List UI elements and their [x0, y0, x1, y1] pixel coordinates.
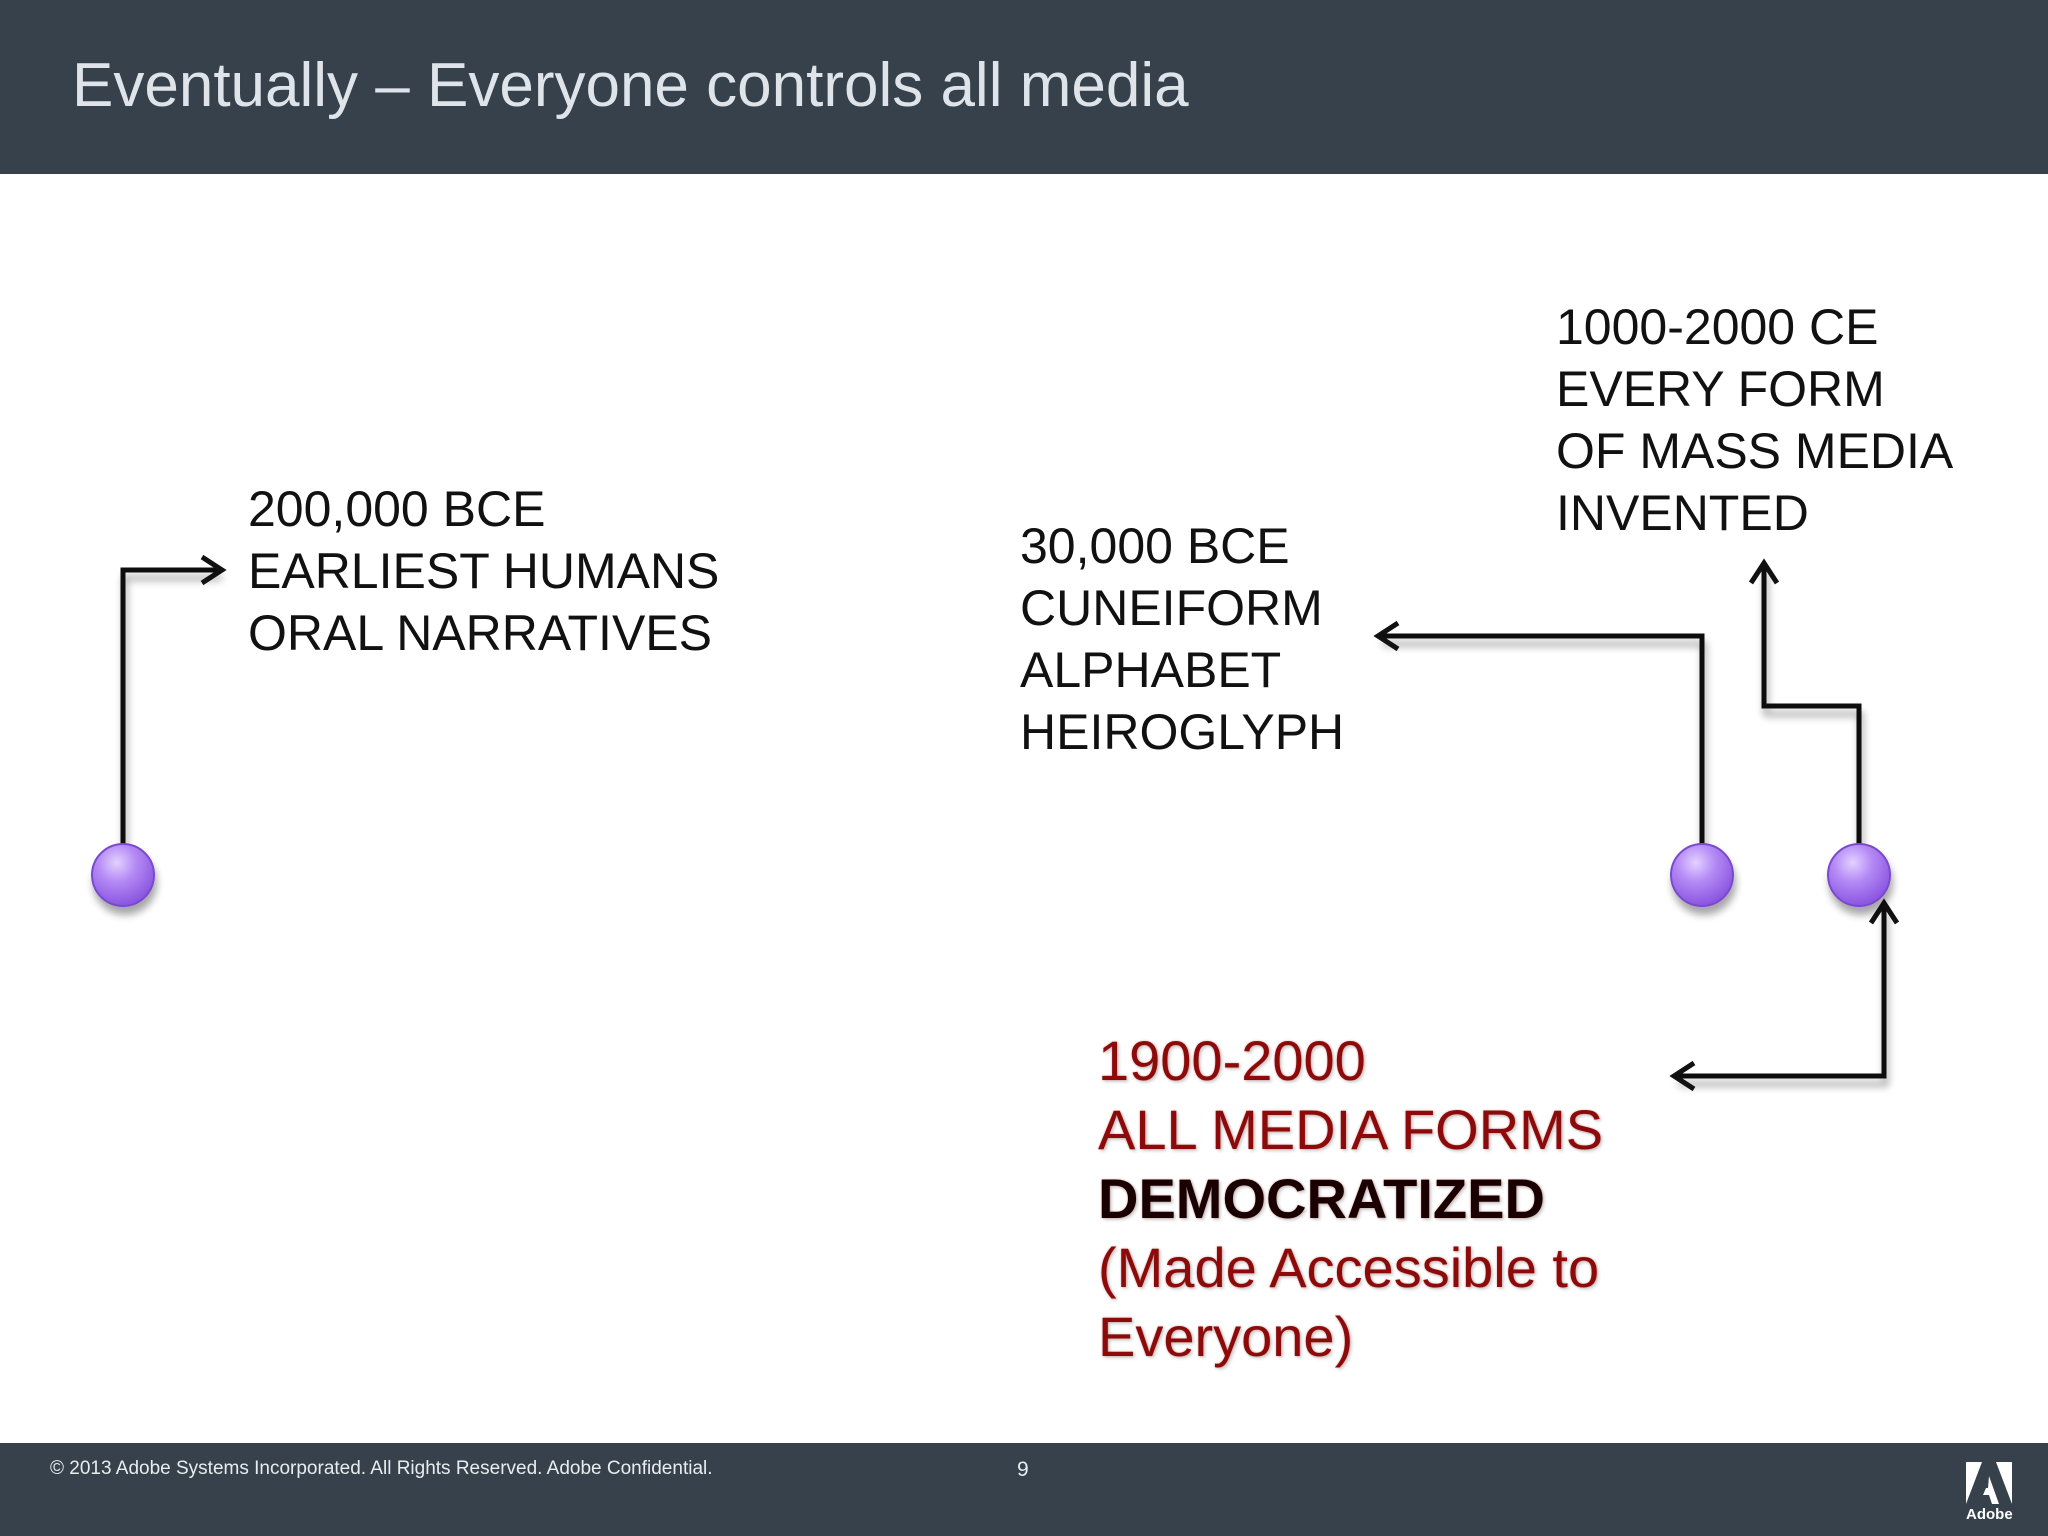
connector-mass-media [1761, 565, 1862, 845]
adobe-logo-text: Adobe [1966, 1506, 2013, 1523]
event-label-earliest-humans: 200,000 BCE EARLIEST HUMANS ORAL NARRATI… [248, 478, 719, 664]
connector-earliest-humans [120, 567, 220, 845]
adobe-logo-icon [1966, 1462, 2012, 1504]
event-line: (Made Accessible to [1098, 1236, 1600, 1299]
event-line: ORAL NARRATIVES [248, 605, 712, 661]
event-line: EVERY FORM [1556, 361, 1885, 417]
event-line: 30,000 BCE [1020, 518, 1290, 574]
event-line: Everyone) [1098, 1305, 1354, 1368]
event-line: 1900-2000 [1098, 1029, 1366, 1092]
timeline-node-200000-bce [91, 843, 155, 907]
timeline-node-modern [1827, 843, 1891, 907]
event-line: HEIROGLYPH [1020, 704, 1345, 760]
event-line-emphasis: DEMOCRATIZED [1098, 1167, 1545, 1230]
timeline-node-30000-bce [1670, 843, 1734, 907]
arrowhead-democratized-left [1669, 1060, 1696, 1092]
event-label-mass-media: 1000-2000 CE EVERY FORM OF MASS MEDIA IN… [1556, 296, 1953, 544]
event-line: OF MASS MEDIA [1556, 423, 1954, 479]
event-label-cuneiform: 30,000 BCE CUNEIFORM ALPHABET HEIROGLYPH [1020, 515, 1344, 763]
event-line: CUNEIFORM [1020, 580, 1323, 636]
connector-cuneiform [1380, 633, 1705, 845]
page-number: 9 [1017, 1458, 1029, 1481]
arrowhead-democratized [1868, 898, 1900, 925]
slide-title: Eventually – Everyone controls all media [72, 51, 1189, 120]
title-bar: Eventually – Everyone controls all media [0, 0, 2048, 174]
event-line: ALPHABET [1020, 642, 1282, 698]
event-line: 200,000 BCE [248, 481, 546, 537]
event-line: 1000-2000 CE [1556, 299, 1879, 355]
arrowhead-mass-media [1748, 558, 1780, 585]
adobe-logo: Adobe [1966, 1462, 2013, 1524]
timeline-diagram [91, 554, 1900, 1092]
arrowhead-cuneiform [1373, 620, 1400, 652]
arrowhead-earliest-humans [200, 554, 227, 586]
event-line: INVENTED [1556, 485, 1809, 541]
event-label-democratized: 1900-2000 ALL MEDIA FORMS DEMOCRATIZED (… [1098, 1026, 1603, 1371]
event-line: EARLIEST HUMANS [248, 543, 720, 599]
footer-copyright: © 2013 Adobe Systems Incorporated. All R… [50, 1458, 713, 1479]
connector-democratized [1676, 905, 1887, 1079]
event-line: ALL MEDIA FORMS [1098, 1098, 1604, 1161]
footer-bar [0, 1443, 2048, 1536]
